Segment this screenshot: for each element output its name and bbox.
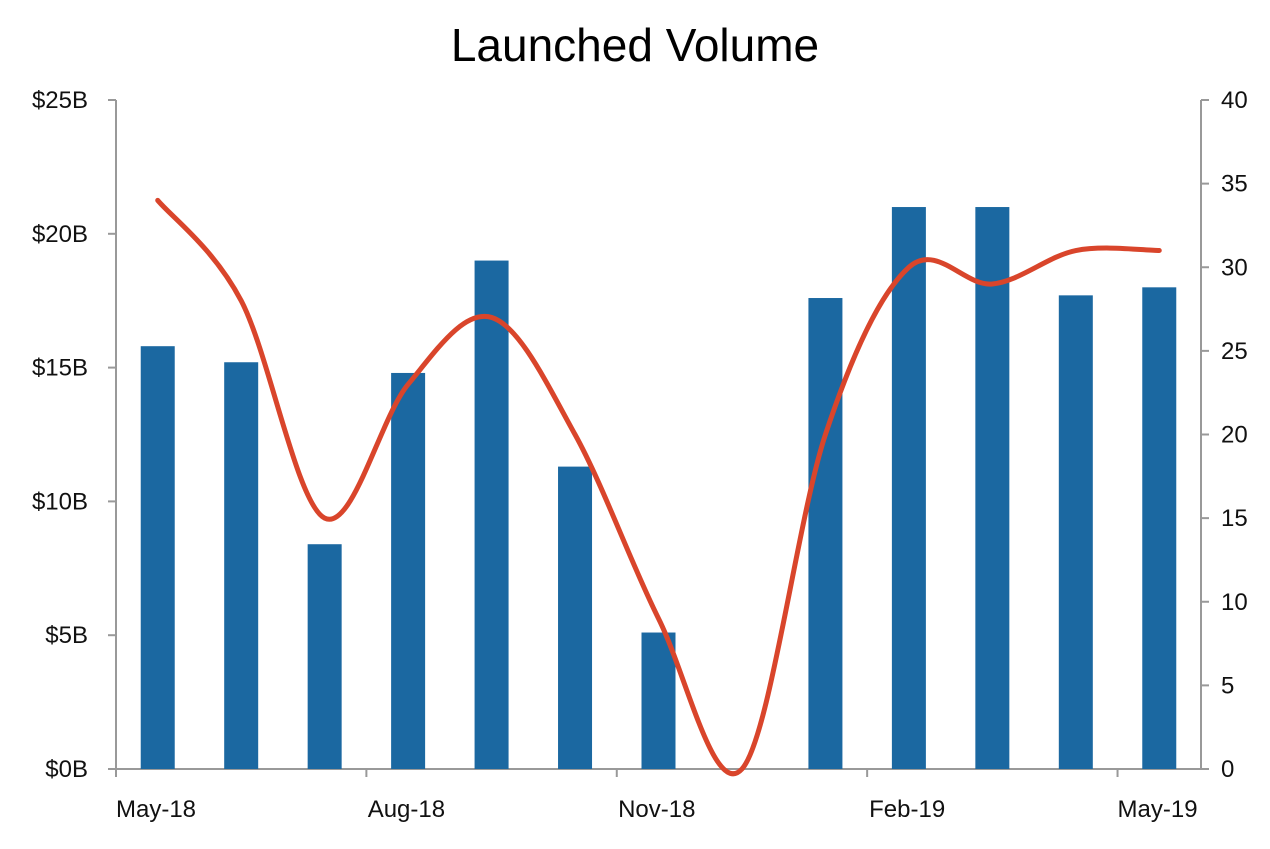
y-left-tick-label: $15B xyxy=(32,355,88,382)
bar xyxy=(474,260,509,769)
bar xyxy=(307,544,342,769)
x-tick-label: Nov-18 xyxy=(618,796,695,823)
y-left-tick-label: $20B xyxy=(32,221,88,248)
series-line xyxy=(155,197,1162,777)
y-left-tick-label: $0B xyxy=(45,756,88,783)
y-left-tick-label: $5B xyxy=(45,622,88,649)
bar xyxy=(1058,295,1093,769)
y-right-tick-label: 25 xyxy=(1221,338,1248,365)
bar xyxy=(975,207,1010,770)
y-right-tick-label: 20 xyxy=(1221,422,1248,449)
y-left-tick-label: $10B xyxy=(32,488,88,515)
y-right-tick-label: 15 xyxy=(1221,505,1248,532)
bar xyxy=(391,372,426,769)
bar xyxy=(641,632,676,769)
y-right-tick-label: 40 xyxy=(1221,87,1248,114)
y-left-tick-label: $25B xyxy=(32,87,88,114)
chart-title: Launched Volume xyxy=(450,19,820,71)
y-right-tick-label: 35 xyxy=(1221,171,1248,198)
x-tick-label: May-18 xyxy=(116,796,196,823)
y-right-tick-label: 10 xyxy=(1221,589,1248,616)
bar xyxy=(558,466,593,769)
y-right-tick-label: 5 xyxy=(1221,672,1234,699)
bar xyxy=(808,298,843,769)
y-right-tick-label: 0 xyxy=(1221,756,1234,783)
x-tick-label: Aug-18 xyxy=(368,796,445,823)
bar xyxy=(140,346,175,769)
bar xyxy=(224,362,259,769)
bar xyxy=(1142,287,1177,769)
x-tick-label: May-19 xyxy=(1118,796,1198,823)
bar xyxy=(891,207,926,770)
y-right-tick-label: 30 xyxy=(1221,254,1248,281)
x-tick-label: Feb-19 xyxy=(869,796,945,823)
